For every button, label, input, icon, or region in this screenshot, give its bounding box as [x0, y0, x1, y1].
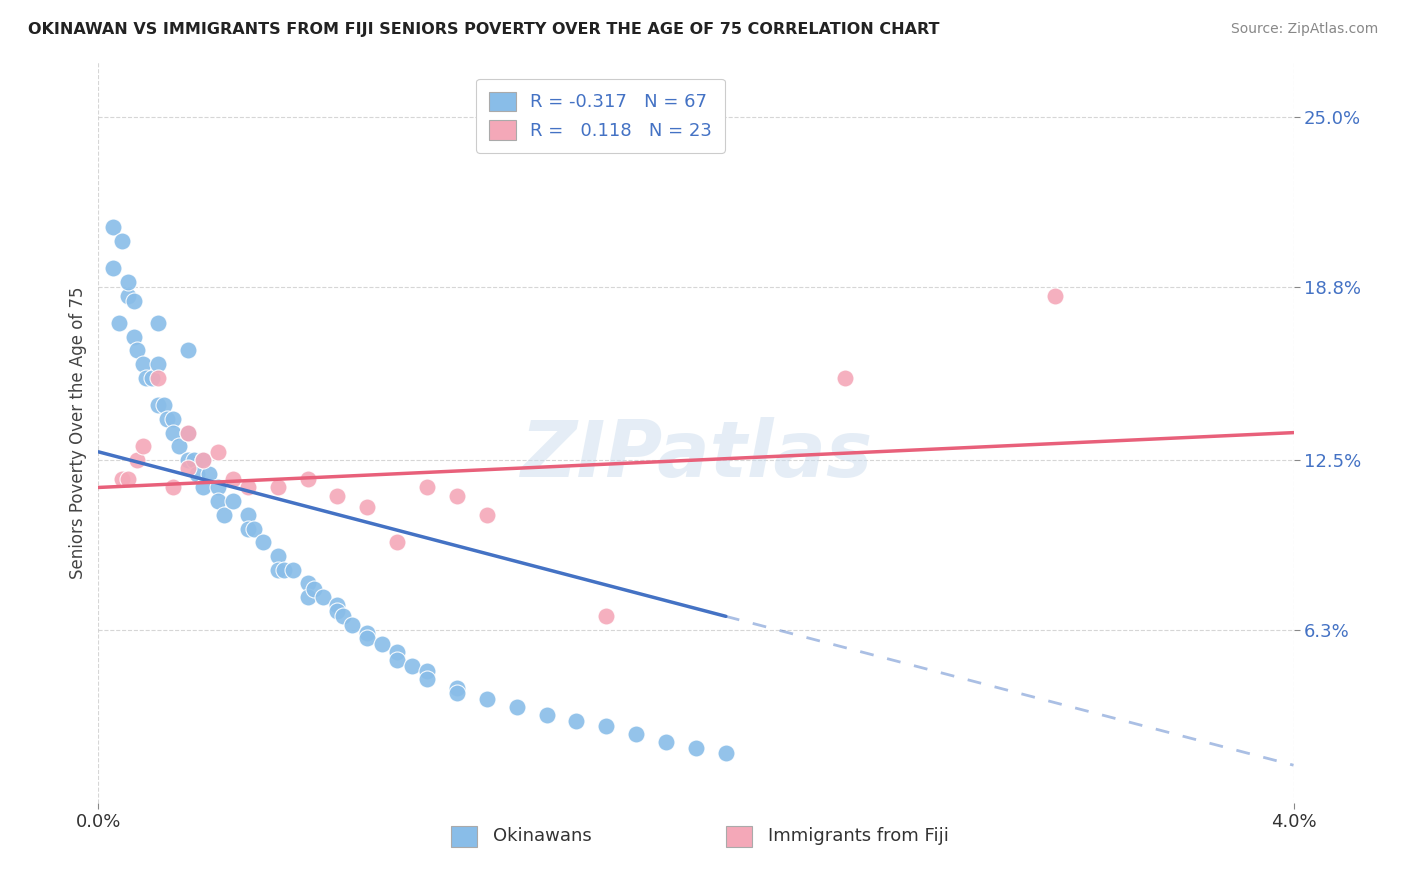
- Point: [267, 480, 290, 494]
- Point: [1043, 288, 1066, 302]
- Point: [191, 453, 214, 467]
- Point: [222, 472, 245, 486]
- Point: [416, 480, 439, 494]
- Point: [132, 439, 155, 453]
- Point: [177, 461, 200, 475]
- Point: [177, 343, 200, 358]
- Point: [446, 681, 468, 695]
- Point: [198, 467, 221, 481]
- Point: [141, 371, 163, 385]
- Point: [267, 549, 290, 563]
- Point: [111, 234, 134, 248]
- Point: [385, 645, 409, 659]
- Point: [156, 412, 179, 426]
- Point: [297, 576, 319, 591]
- Point: [385, 535, 409, 549]
- Point: [401, 658, 423, 673]
- Point: [132, 357, 155, 371]
- Point: [212, 508, 235, 522]
- Point: [356, 632, 378, 646]
- Point: [153, 398, 176, 412]
- Point: [416, 664, 439, 678]
- Point: [834, 371, 856, 385]
- Point: [685, 741, 707, 756]
- Point: [356, 625, 378, 640]
- Point: [595, 609, 617, 624]
- Point: [108, 316, 131, 330]
- Point: [183, 453, 205, 467]
- Point: [356, 500, 378, 514]
- Point: [162, 412, 184, 426]
- Point: [302, 582, 325, 596]
- Point: [267, 563, 290, 577]
- Point: [332, 609, 354, 624]
- Point: [177, 425, 200, 440]
- Point: [371, 637, 394, 651]
- Point: [626, 727, 648, 741]
- Point: [536, 708, 558, 723]
- Point: [162, 480, 184, 494]
- Text: OKINAWAN VS IMMIGRANTS FROM FIJI SENIORS POVERTY OVER THE AGE OF 75 CORRELATION : OKINAWAN VS IMMIGRANTS FROM FIJI SENIORS…: [28, 22, 939, 37]
- Point: [342, 617, 364, 632]
- Point: [236, 508, 259, 522]
- Point: [207, 494, 229, 508]
- Point: [127, 343, 149, 358]
- Point: [475, 691, 498, 706]
- Point: [281, 563, 304, 577]
- Point: [135, 371, 157, 385]
- Point: [297, 472, 319, 486]
- Point: [167, 439, 190, 453]
- Point: [252, 535, 274, 549]
- Point: [191, 453, 214, 467]
- Point: [273, 563, 295, 577]
- Point: [117, 288, 139, 302]
- Legend: R = -0.317   N = 67, R =   0.118   N = 23: R = -0.317 N = 67, R = 0.118 N = 23: [477, 78, 724, 153]
- Point: [446, 686, 468, 700]
- Point: [207, 480, 229, 494]
- Point: [222, 494, 245, 508]
- Point: [186, 467, 208, 481]
- Point: [506, 699, 529, 714]
- Point: [326, 599, 349, 613]
- Point: [207, 445, 229, 459]
- Point: [148, 371, 170, 385]
- Point: [117, 275, 139, 289]
- Point: [127, 453, 149, 467]
- Point: [416, 673, 439, 687]
- Point: [177, 425, 200, 440]
- Point: [475, 508, 498, 522]
- Point: [326, 489, 349, 503]
- Point: [655, 735, 678, 749]
- Text: ZIPatlas: ZIPatlas: [520, 417, 872, 493]
- Point: [446, 489, 468, 503]
- Point: [111, 472, 134, 486]
- Point: [311, 590, 333, 604]
- Point: [236, 522, 259, 536]
- FancyBboxPatch shape: [725, 827, 752, 847]
- Point: [177, 453, 200, 467]
- FancyBboxPatch shape: [451, 827, 477, 847]
- Text: Source: ZipAtlas.com: Source: ZipAtlas.com: [1230, 22, 1378, 37]
- Point: [714, 747, 737, 761]
- Point: [124, 293, 146, 308]
- Point: [236, 480, 259, 494]
- Point: [103, 261, 125, 276]
- Point: [124, 329, 146, 343]
- Point: [148, 357, 170, 371]
- Point: [595, 719, 617, 733]
- Text: Immigrants from Fiji: Immigrants from Fiji: [768, 827, 949, 845]
- Point: [103, 219, 125, 234]
- Point: [117, 472, 139, 486]
- Point: [326, 604, 349, 618]
- Point: [148, 316, 170, 330]
- Point: [565, 714, 588, 728]
- Y-axis label: Seniors Poverty Over the Age of 75: Seniors Poverty Over the Age of 75: [69, 286, 87, 579]
- Text: Okinawans: Okinawans: [494, 827, 592, 845]
- Point: [297, 590, 319, 604]
- Point: [243, 522, 266, 536]
- Point: [385, 653, 409, 667]
- Point: [148, 398, 170, 412]
- Point: [162, 425, 184, 440]
- Point: [191, 480, 214, 494]
